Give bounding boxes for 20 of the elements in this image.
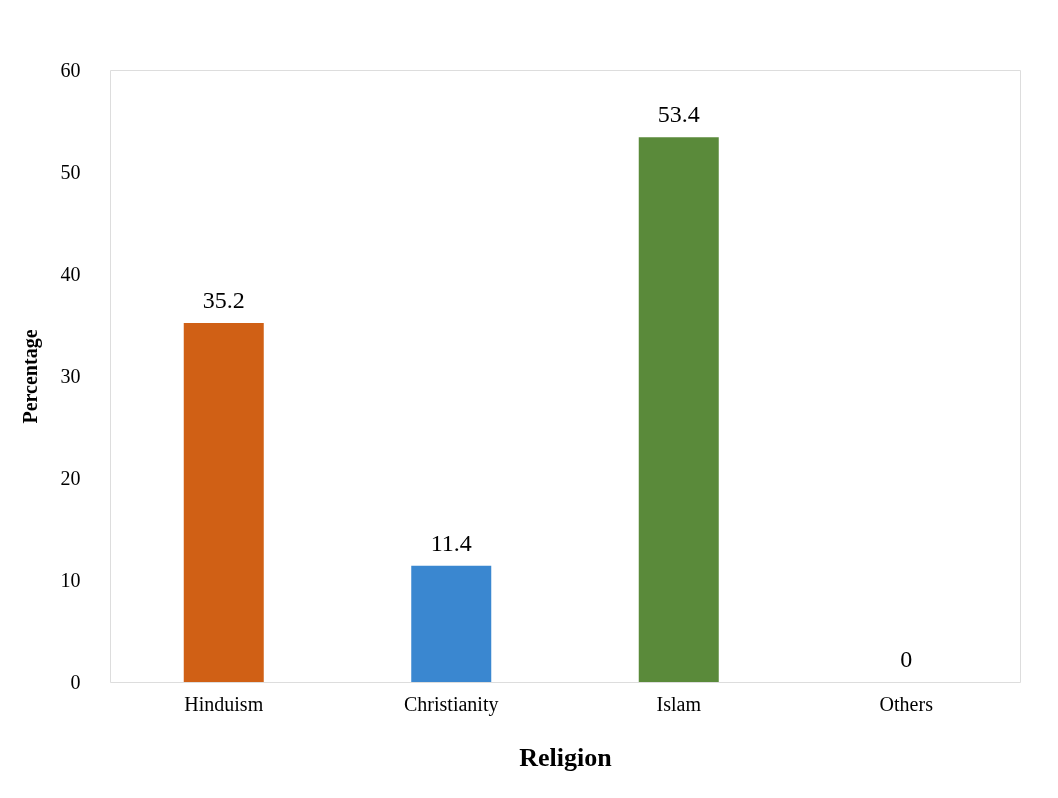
bar: [183, 322, 264, 682]
x-tick-label: Christianity: [404, 692, 499, 716]
data-label: 0: [900, 646, 913, 672]
bar: [638, 137, 719, 682]
y-tick-label: 0: [70, 670, 81, 693]
bar: [411, 565, 492, 682]
y-tick-label: 60: [60, 58, 81, 81]
x-tick-label: Others: [879, 692, 934, 715]
y-tick-label: 20: [60, 466, 81, 489]
x-tick-label: Hinduism: [184, 692, 264, 715]
y-tick-label: 40: [60, 262, 81, 285]
x-axis-title: Religion: [519, 742, 613, 772]
x-tick-label: Islam: [656, 692, 702, 715]
y-axis-title: Percentage: [18, 329, 42, 424]
y-tick-label: 50: [60, 160, 81, 183]
y-tick-label: 10: [60, 568, 81, 591]
y-tick-label: 30: [60, 364, 81, 387]
data-label: 11.4: [430, 529, 472, 556]
data-label: 35.2: [202, 286, 245, 313]
data-label: 53.4: [657, 101, 700, 128]
